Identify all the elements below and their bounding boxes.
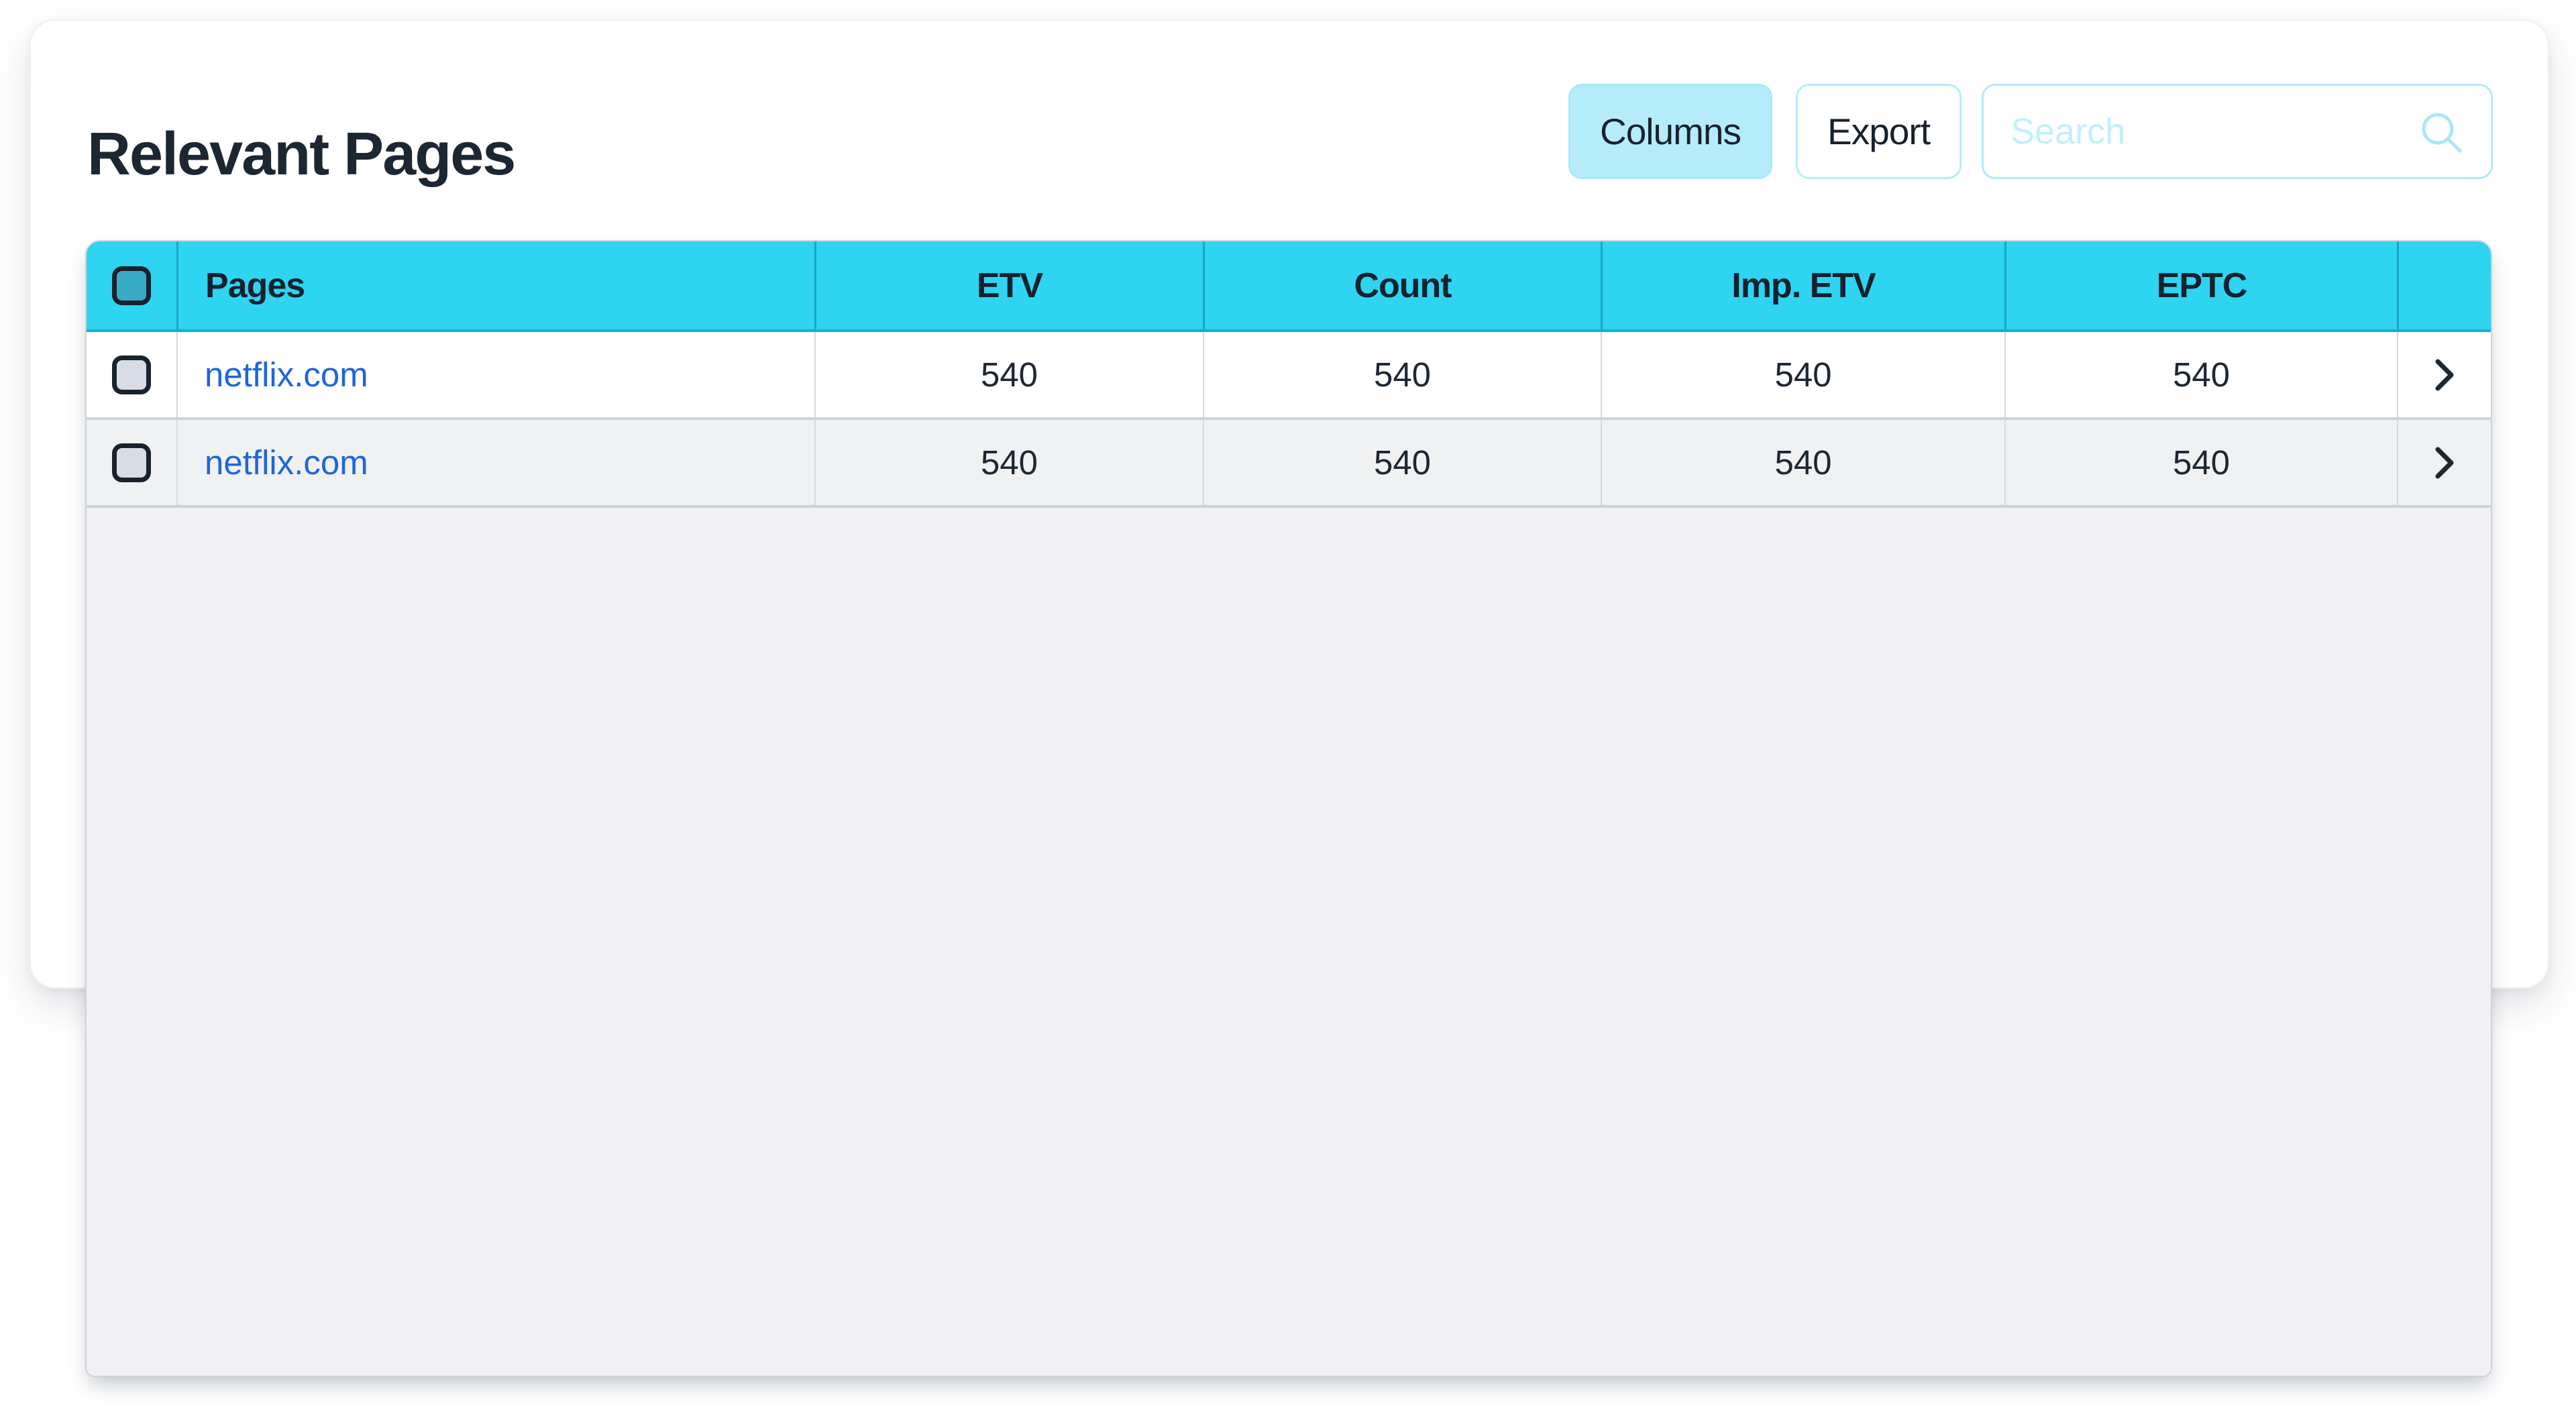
cell-count: 540 [1203,332,1601,417]
row-checkbox[interactable] [112,443,151,482]
page-link[interactable]: netflix.com [205,356,368,394]
table-row: netflix.com 540 540 540 540 [87,332,2491,420]
header-cell-imp_etv: Imp. ETV [1601,241,2004,329]
cell-page: netflix.com [176,420,814,505]
cell-eptc: 540 [2004,420,2397,505]
cell-imp_etv: 540 [1601,420,2004,505]
cell-etv: 540 [814,420,1203,505]
select-all-checkbox[interactable] [112,266,151,305]
cell-select [87,420,176,505]
header-cell-select [87,241,176,329]
cell-select [87,332,176,417]
row-expand-button[interactable] [2398,332,2491,417]
header-label-page: Pages [205,266,305,305]
header-cell-count: Count [1203,241,1601,329]
table-panel: Pages ETV Count Imp. ETV EPTC netflix.com 540 5… [85,240,2492,1377]
cell-imp_etv: 540 [1601,332,2004,417]
table-header-row: Pages ETV Count Imp. ETV EPTC [87,241,2491,332]
header-label-count: Count [1354,266,1452,305]
header-label-eptc: EPTC [2156,266,2248,305]
page-title: Relevant Pages [87,121,516,188]
relevant-pages-table: Pages ETV Count Imp. ETV EPTC netflix.com 540 5… [87,241,2491,508]
header-cell-page: Pages [176,241,814,329]
row-expand-button[interactable] [2398,420,2491,505]
cell-eptc: 540 [2004,332,2397,417]
chevron-right-icon [2435,359,2454,390]
header-cell-action [2397,241,2491,329]
value-etv: 540 [980,356,1038,394]
value-count: 540 [1373,356,1432,394]
cell-action [2397,420,2491,505]
page-link[interactable]: netflix.com [205,443,368,482]
header-cell-eptc: EPTC [2004,241,2397,329]
cell-page: netflix.com [176,332,814,417]
value-imp_etv: 540 [1774,443,1832,482]
cell-etv: 540 [814,332,1203,417]
search-input[interactable] [1984,86,2491,177]
columns-button[interactable]: Columns [1568,84,1772,179]
cell-count: 540 [1203,420,1601,505]
chevron-right-icon [2435,447,2454,478]
value-imp_etv: 540 [1774,356,1832,394]
export-button[interactable]: Export [1796,84,1962,179]
search-box [1982,84,2493,179]
value-eptc: 540 [2172,443,2231,482]
header-cell-etv: ETV [814,241,1203,329]
row-checkbox[interactable] [112,355,151,394]
value-eptc: 540 [2172,356,2231,394]
search-icon [2422,113,2462,153]
header-label-imp_etv: Imp. ETV [1731,266,1876,305]
header-label-etv: ETV [976,266,1043,305]
value-etv: 540 [980,443,1038,482]
cell-action [2397,332,2491,417]
table-row: netflix.com 540 540 540 540 [87,420,2491,508]
value-count: 540 [1373,443,1432,482]
